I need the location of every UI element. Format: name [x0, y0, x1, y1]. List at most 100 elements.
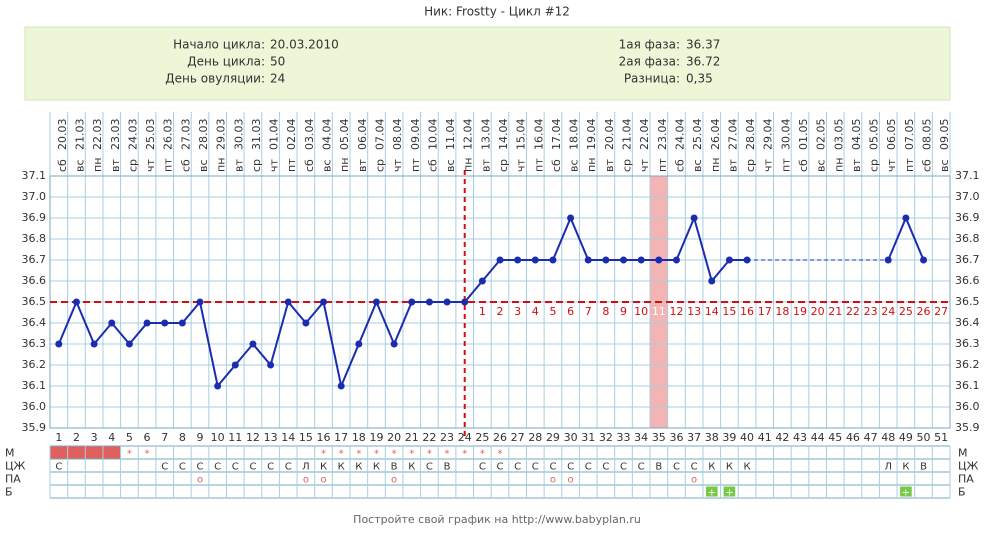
row-value: С	[285, 462, 292, 473]
info-label: 2ая фаза:	[619, 55, 680, 69]
row-value: *	[145, 449, 150, 460]
temperature-point	[302, 319, 310, 327]
phase-day: 6	[567, 305, 574, 318]
y-tick-label: 36.5	[22, 295, 47, 308]
temperature-point	[337, 382, 345, 390]
temperature-point	[514, 256, 522, 264]
phase-day: 8	[602, 305, 609, 318]
row-value: С	[691, 462, 698, 473]
day-number: 40	[740, 431, 754, 444]
temperature-point	[902, 214, 910, 222]
temperature-point	[567, 214, 575, 222]
weekday-label: вт	[479, 159, 492, 172]
weekday-label: ср	[126, 159, 139, 172]
row-value: В	[655, 462, 662, 473]
y-tick-label: 36.4	[22, 316, 47, 329]
weekday-label: вт	[850, 159, 863, 172]
weekday-label: ср	[868, 159, 881, 172]
y-tick-label-right: 36.9	[955, 211, 980, 224]
row-value: о	[303, 475, 309, 486]
y-tick-label-right: 36.8	[955, 232, 980, 245]
weekday-label: вт	[109, 159, 122, 172]
day-number: 25	[475, 431, 489, 444]
day-number: 35	[652, 431, 666, 444]
date-label: 03.05	[832, 119, 845, 151]
weekday-label: пт	[285, 158, 298, 172]
date-label: 25.03	[144, 119, 157, 151]
phase-day: 1	[479, 305, 486, 318]
day-number: 17	[334, 431, 348, 444]
weekday-label: вт	[603, 159, 616, 172]
row-value: С	[638, 462, 645, 473]
y-tick-label-right: 36.6	[955, 274, 980, 287]
date-label: 02.05	[815, 119, 828, 151]
temperature-point	[637, 256, 645, 264]
weekday-label: пт	[409, 158, 422, 172]
row-value: К	[338, 462, 345, 473]
date-label: 30.03	[232, 119, 245, 151]
date-label: 07.05	[903, 119, 916, 151]
row-value: К	[708, 462, 715, 473]
row-value: *	[445, 449, 450, 460]
y-tick-label: 37.1	[22, 169, 47, 182]
weekday-label: пн	[462, 158, 475, 172]
date-label: 05.05	[868, 119, 881, 151]
phase-day: 18	[775, 305, 789, 318]
temperature-point	[743, 256, 751, 264]
y-tick-label: 35.9	[22, 421, 47, 434]
date-label: 27.03	[179, 119, 192, 151]
day-number: 50	[917, 431, 931, 444]
weekday-label: сб	[179, 159, 192, 172]
y-tick-label-right: 36.4	[955, 316, 980, 329]
row-value: +	[725, 488, 733, 499]
weekday-label: вс	[691, 159, 704, 172]
temperature-point	[725, 256, 733, 264]
row-value: о	[320, 475, 326, 486]
weekday-label: пт	[903, 158, 916, 172]
temperature-point	[549, 256, 557, 264]
temperature-point	[390, 340, 398, 348]
row-value: *	[127, 449, 132, 460]
day-number: 24	[458, 431, 472, 444]
row-value: о	[391, 475, 397, 486]
weekday-label: чт	[638, 159, 651, 172]
info-value: 36.37	[686, 38, 720, 52]
weekday-label: сб	[797, 159, 810, 172]
weekday-label: пт	[532, 158, 545, 172]
temperature-point	[249, 340, 257, 348]
row-value: В	[920, 462, 927, 473]
day-number: 13	[264, 431, 278, 444]
weekday-label: сб	[426, 159, 439, 172]
date-label: 29.04	[762, 119, 775, 151]
row-value: *	[427, 449, 432, 460]
temperature-point	[655, 256, 663, 264]
temperature-point	[125, 340, 133, 348]
row-value: +	[902, 488, 910, 499]
date-label: 18.04	[568, 119, 581, 151]
row-value: *	[409, 449, 414, 460]
date-label: 19.04	[585, 119, 598, 151]
row-cell	[705, 486, 718, 497]
date-label: 20.03	[56, 119, 69, 151]
weekday-label: сб	[550, 159, 563, 172]
row-label: ПА	[5, 473, 21, 486]
date-label: 28.04	[744, 119, 757, 151]
date-label: 21.03	[73, 119, 86, 151]
row-value: К	[902, 462, 909, 473]
row-fill	[67, 446, 86, 459]
weekday-label: чт	[885, 159, 898, 172]
day-number: 23	[440, 431, 454, 444]
row-value: *	[339, 449, 344, 460]
row-value: С	[673, 462, 680, 473]
row-value: С	[55, 462, 62, 473]
day-number: 28	[528, 431, 542, 444]
date-label: 30.04	[779, 119, 792, 151]
temperature-point	[161, 319, 169, 327]
chart-title: Ник: Frostty - Цикл #12	[424, 5, 570, 19]
row-label-right: ЦЖ	[958, 460, 979, 473]
weekday-label: пн	[338, 158, 351, 172]
date-label: 20.04	[603, 119, 616, 151]
date-label: 31.03	[250, 119, 263, 151]
temperature-point	[72, 298, 80, 306]
weekday-label: ср	[744, 159, 757, 172]
